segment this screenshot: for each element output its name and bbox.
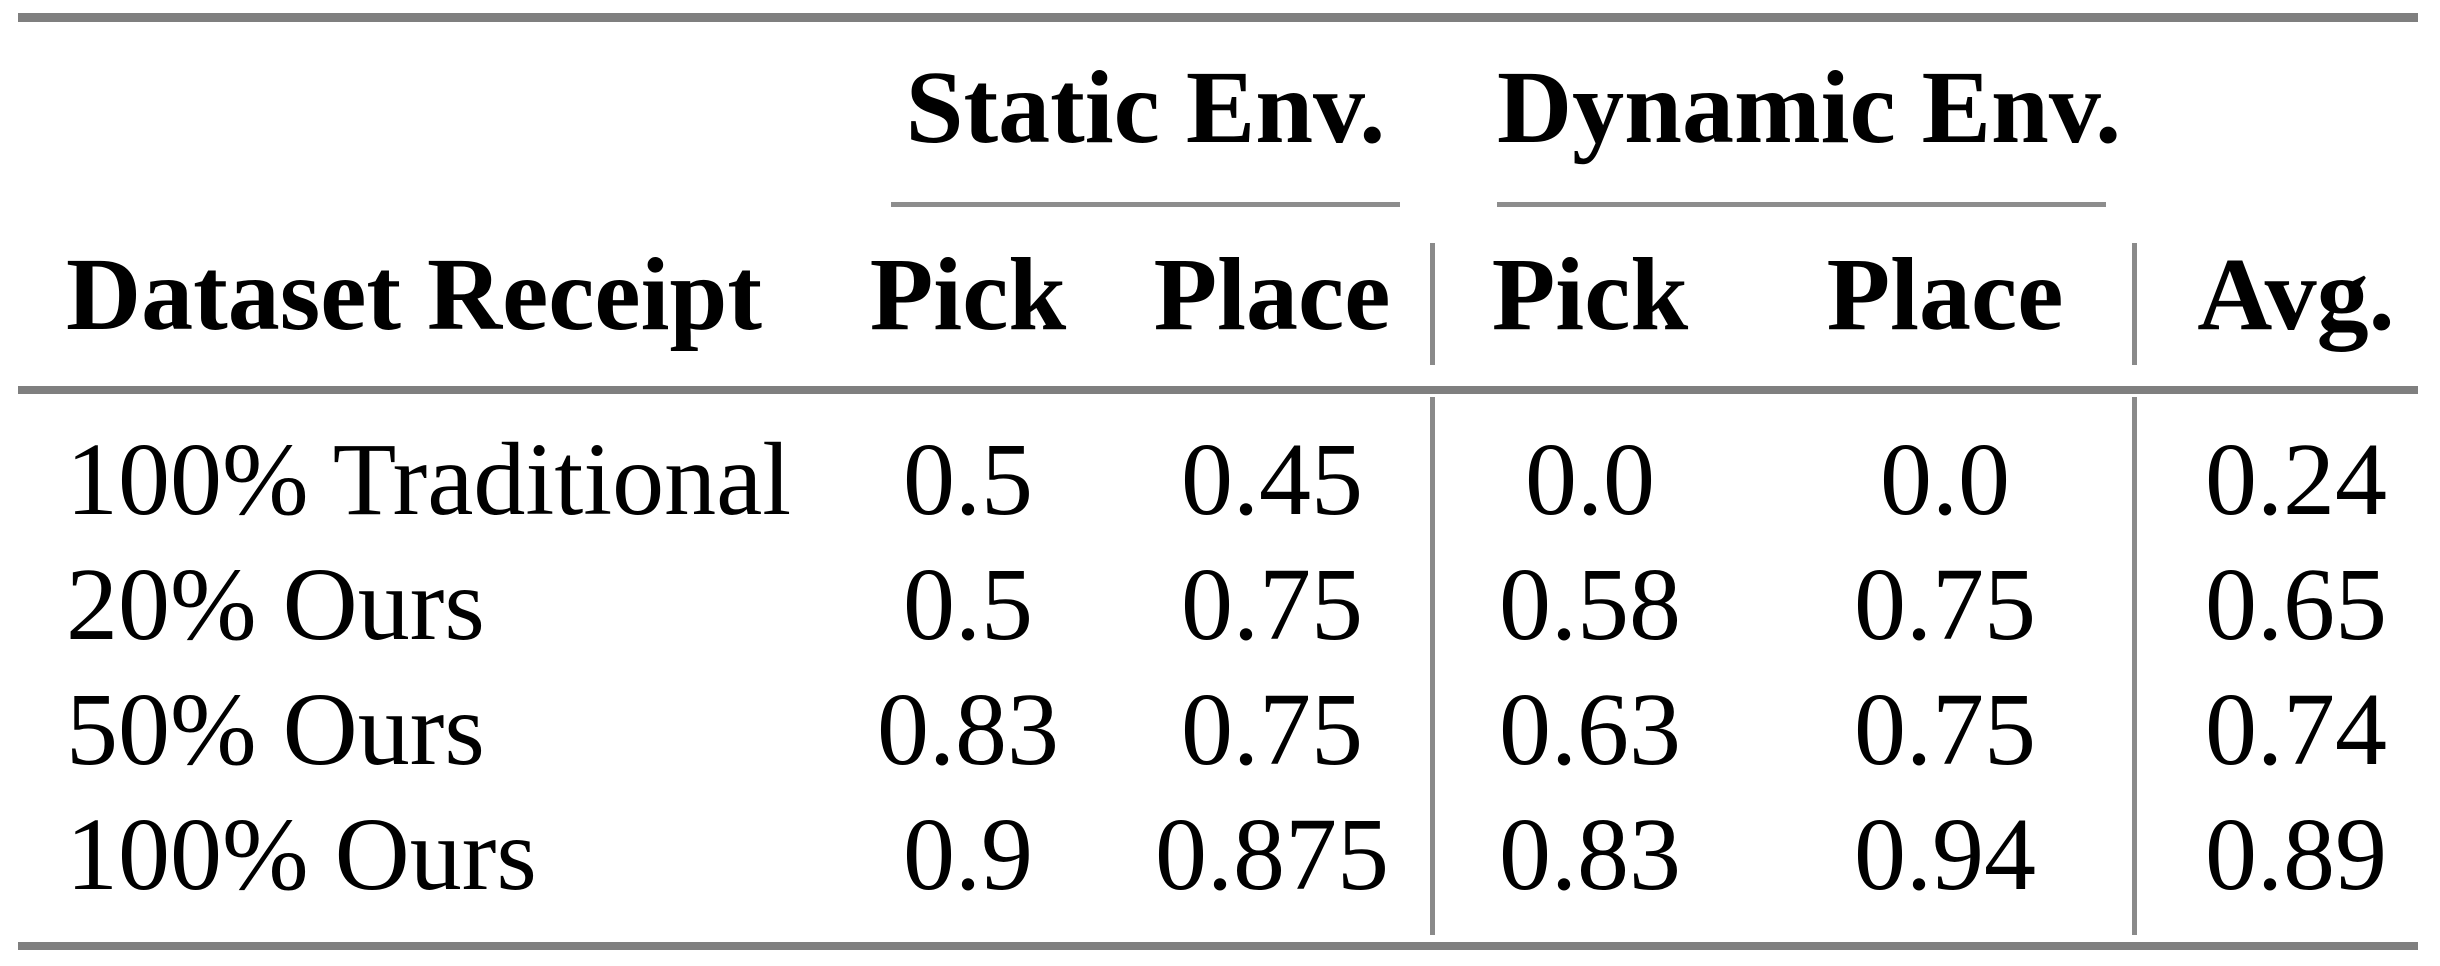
cell-avg: 0.89 xyxy=(2205,797,2387,912)
column-group-header-static-env: Static Env. xyxy=(905,50,1386,165)
cell-dynamic-pick: 0.63 xyxy=(1499,672,1681,787)
cell-dynamic-pick: 0.0 xyxy=(1525,422,1655,537)
col-header-avg: Avg. xyxy=(2197,237,2395,352)
cmidrule-dynamic-env xyxy=(1497,202,2106,207)
cell-dynamic-place: 0.75 xyxy=(1854,672,2036,787)
col-header-static-place: Place xyxy=(1153,237,1391,352)
vertical-rule-static-dynamic-body xyxy=(1430,397,1435,935)
cell-static-pick: 0.5 xyxy=(903,422,1033,537)
cell-static-place: 0.45 xyxy=(1181,422,1363,537)
cell-static-place: 0.75 xyxy=(1181,547,1363,662)
vertical-rule-static-dynamic-header xyxy=(1430,243,1435,365)
col-header-dynamic-pick: Pick xyxy=(1491,237,1689,352)
vertical-rule-dynamic-avg-header xyxy=(2132,243,2137,365)
table-header-midrule xyxy=(18,386,2418,394)
row-label: 50% Ours xyxy=(66,672,485,787)
col-header-static-pick: Pick xyxy=(869,237,1067,352)
cell-static-pick: 0.83 xyxy=(877,672,1059,787)
table-bottom-rule xyxy=(18,942,2418,950)
column-group-header-dynamic-env: Dynamic Env. xyxy=(1497,50,2122,165)
cell-avg: 0.74 xyxy=(2205,672,2387,787)
cell-static-pick: 0.5 xyxy=(903,547,1033,662)
col-header-dynamic-place: Place xyxy=(1826,237,2064,352)
cell-dynamic-pick: 0.58 xyxy=(1499,547,1681,662)
cell-avg: 0.65 xyxy=(2205,547,2387,662)
cell-avg: 0.24 xyxy=(2205,422,2387,537)
cell-dynamic-pick: 0.83 xyxy=(1499,797,1681,912)
cell-dynamic-place: 0.94 xyxy=(1854,797,2036,912)
row-label: 20% Ours xyxy=(66,547,485,662)
vertical-rule-dynamic-avg-body xyxy=(2132,397,2137,935)
cell-static-pick: 0.9 xyxy=(903,797,1033,912)
table-top-rule xyxy=(18,13,2418,22)
cell-dynamic-place: 0.75 xyxy=(1854,547,2036,662)
cell-static-place: 0.875 xyxy=(1155,797,1389,912)
cell-dynamic-place: 0.0 xyxy=(1880,422,2010,537)
row-label: 100% Traditional xyxy=(66,422,792,537)
col-header-dataset-receipt: Dataset Receipt xyxy=(66,237,762,352)
row-label: 100% Ours xyxy=(66,797,537,912)
cell-static-place: 0.75 xyxy=(1181,672,1363,787)
cmidrule-static-env xyxy=(891,202,1400,207)
